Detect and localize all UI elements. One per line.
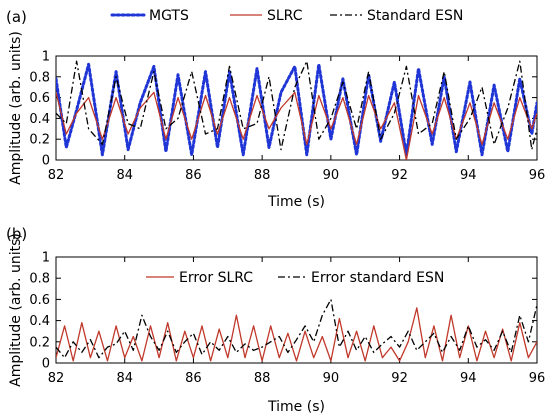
x-tick-label: 82 — [48, 371, 65, 386]
x-tick-label: 92 — [391, 371, 408, 386]
legend-entry: SLRC — [267, 8, 303, 24]
legend-entry: Standard ESN — [367, 8, 463, 24]
x-tick-label: 84 — [116, 371, 133, 386]
y-tick-label: 0.8 — [29, 70, 50, 85]
series-line-1 — [56, 91, 537, 160]
y-tick-label: 0 — [42, 357, 50, 372]
y-tick-label: 1 — [42, 251, 50, 266]
y-tick-label: 0.6 — [29, 293, 50, 308]
series-line-2 — [56, 60, 537, 151]
x-tick-label: 82 — [48, 168, 65, 183]
legend-entry: MGTS — [149, 8, 189, 24]
legend-entry: Error SLRC — [179, 270, 253, 286]
x-tick-label: 96 — [529, 168, 546, 183]
x-tick-label: 94 — [460, 168, 477, 183]
y-tick-label: 0.2 — [29, 335, 50, 350]
y-tick-label: 0.8 — [29, 272, 50, 287]
x-tick-label: 92 — [391, 168, 408, 183]
x-tick-label: 88 — [254, 168, 271, 183]
legend-entry: Error standard ESN — [311, 270, 444, 286]
series-group — [56, 60, 537, 160]
y-axis-label: Amplitude (arb. units) — [8, 233, 24, 387]
series-line-0 — [56, 62, 537, 157]
series-line-1 — [56, 298, 537, 359]
x-tick-label: 84 — [116, 168, 133, 183]
x-tick-label: 94 — [460, 371, 477, 386]
series-group — [56, 298, 537, 362]
y-tick-label: 0 — [42, 154, 50, 169]
y-axis-label: Amplitude (arb. units) — [8, 31, 24, 185]
y-tick-label: 0.6 — [29, 91, 50, 106]
y-tick-label: 0.2 — [29, 133, 50, 148]
x-axis-label: Time (s) — [267, 399, 325, 415]
x-tick-label: 90 — [323, 168, 340, 183]
x-tick-label: 90 — [323, 371, 340, 386]
x-tick-label: 88 — [254, 371, 271, 386]
y-tick-label: 1 — [42, 50, 50, 65]
x-axis-label: Time (s) — [267, 194, 325, 210]
panel-0: 82 84 86 88 90 92 94 96 0 0.2 0.4 0.6 0.8 1 Time (s) Am… — [6, 8, 545, 210]
x-tick-label: 86 — [185, 371, 202, 386]
x-tick-label: 96 — [529, 371, 546, 386]
legend: Error SLRC Error standard ESN — [146, 270, 444, 286]
panel-label: (a) — [6, 8, 27, 26]
y-tick-label: 0.4 — [29, 314, 50, 329]
legend: MGTS SLRC Standard ESN — [110, 8, 463, 24]
panel-label: (b) — [6, 225, 27, 243]
x-tick-label: 86 — [185, 168, 202, 183]
axes-frame — [55, 256, 538, 364]
y-tick-label: 0.4 — [29, 112, 50, 127]
panel-1: 82 84 86 88 90 92 94 96 0 0.2 0.4 0.6 0.8 1 Time (s) Am… — [6, 225, 545, 415]
series-line-0 — [56, 307, 537, 362]
